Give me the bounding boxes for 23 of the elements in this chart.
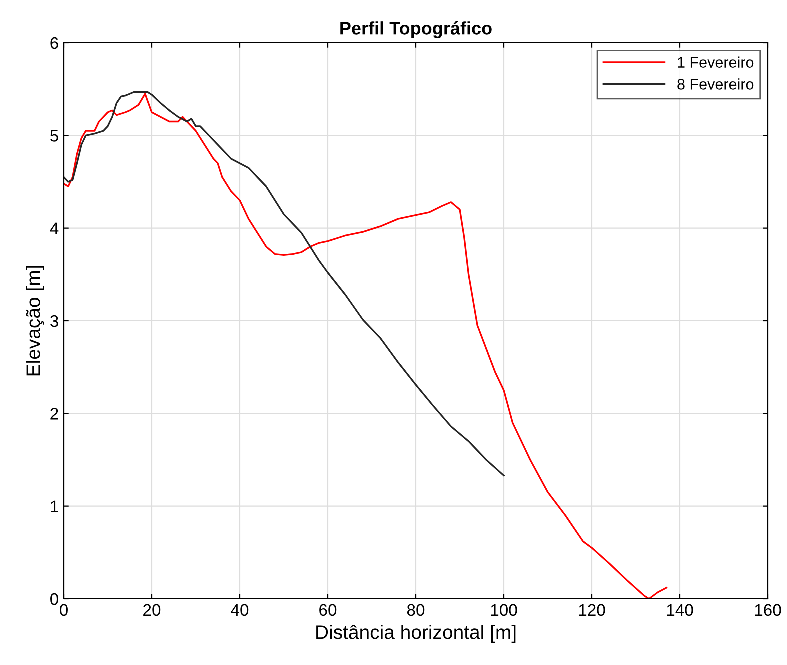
x-tick-label: 100 bbox=[491, 604, 518, 616]
y-tick-label: 0 bbox=[50, 593, 58, 606]
line-series bbox=[64, 93, 668, 599]
y-tick-label: 2 bbox=[50, 408, 58, 420]
x-tick-label: 160 bbox=[755, 604, 782, 616]
x-tick-label: 120 bbox=[579, 604, 606, 616]
y-axis-title: Elevação [m] bbox=[26, 266, 44, 376]
y-tick-label: 3 bbox=[50, 315, 58, 328]
y-tick-label: 5 bbox=[50, 130, 58, 142]
y-tick-label: 1 bbox=[51, 500, 58, 512]
x-tick-label: 0 bbox=[60, 604, 68, 616]
x-axis-title: Distância horizontal [m] bbox=[316, 624, 516, 644]
x-tick-label: 140 bbox=[667, 604, 694, 616]
legend-label: 1 Fevereiro bbox=[678, 56, 754, 68]
x-tick-label: 20 bbox=[144, 604, 161, 616]
x-tick-label: 60 bbox=[320, 604, 337, 616]
x-tick-label: 80 bbox=[407, 604, 425, 616]
x-tick-label: 40 bbox=[231, 604, 249, 616]
y-tick-label: 4 bbox=[50, 222, 59, 234]
line-series bbox=[64, 91, 505, 477]
chart-title: Perfil Topográfico bbox=[340, 21, 492, 38]
y-tick-label: 6 bbox=[50, 37, 58, 50]
legend-label: 8 Fevereiro bbox=[678, 78, 754, 90]
